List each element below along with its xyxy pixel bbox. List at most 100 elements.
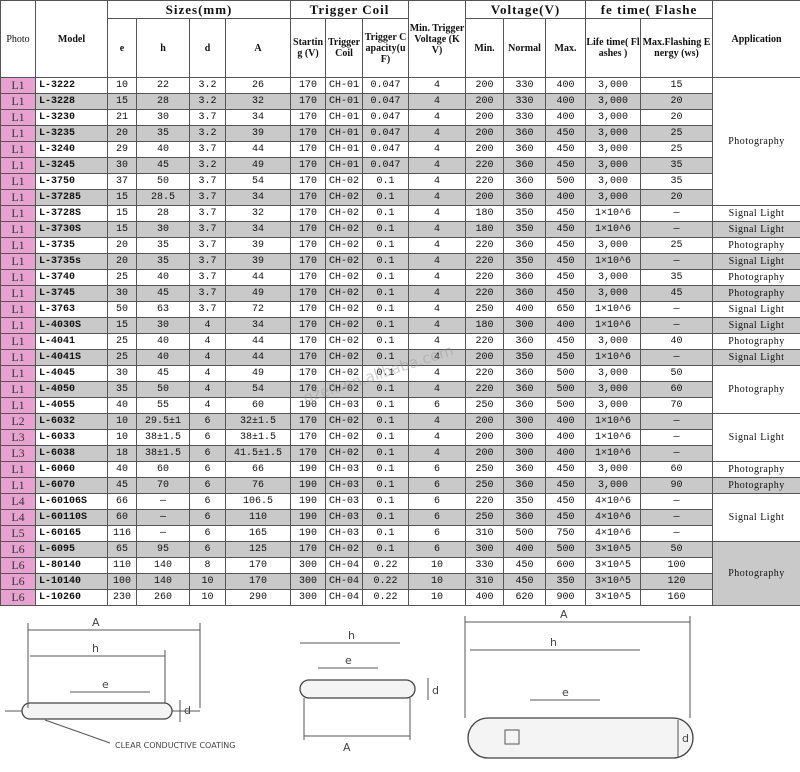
model-cell: L-10260: [35, 589, 108, 606]
dim-label: h: [92, 642, 99, 655]
cell: 6: [189, 429, 226, 446]
cell: 4×10^6: [585, 509, 642, 526]
table-row: L1 L-3240 29 40 3.7 44 170 CH-01 0.047 4 200 360 450…: [0, 141, 800, 158]
cell: 4: [408, 413, 467, 430]
cell: 250: [465, 397, 505, 414]
cell: 40: [107, 461, 137, 478]
dim-label: A: [560, 608, 568, 621]
cell: 450: [545, 253, 587, 270]
cell: 220: [465, 285, 505, 302]
header-cell: Application: [712, 0, 800, 78]
cell: CH-03: [325, 397, 364, 414]
cell: 0.1: [362, 301, 410, 318]
cell: 0.1: [362, 429, 410, 446]
cell: 500: [545, 381, 587, 398]
model-cell: L-10140: [35, 573, 108, 590]
cell: 15: [107, 189, 137, 206]
cell: 6: [189, 525, 226, 542]
table-row: L1 L-3730S 15 30 3.7 34 170 CH-02 0.1 4 180 350 450 1…: [0, 221, 800, 238]
cell: 3.7: [189, 285, 226, 302]
cell: 4: [189, 349, 226, 366]
cell: 40: [136, 269, 190, 286]
cell: 50: [640, 365, 714, 382]
cell: 3,000: [585, 285, 642, 302]
cell: 116: [107, 525, 137, 542]
cell: 330: [465, 557, 505, 574]
cell: 200: [465, 413, 505, 430]
cell: —: [640, 205, 714, 222]
cell: 6: [408, 477, 467, 494]
cell: 3.7: [189, 189, 226, 206]
cell: 170: [224, 573, 292, 590]
table-row: L1 L-4041S 25 40 4 44 170 CH-02 0.1 4 200 350 450 1×1…: [0, 349, 800, 366]
cell: 3,000: [585, 397, 642, 414]
cell: 4×10^6: [585, 525, 642, 542]
cell: 0.1: [362, 333, 410, 350]
cell: 200: [465, 189, 505, 206]
cell: CH-02: [325, 221, 364, 238]
model-cell: L-3735: [35, 237, 108, 254]
cell: 170: [290, 221, 327, 238]
model-cell: L-3245: [35, 157, 108, 174]
cell: 3,000: [585, 477, 642, 494]
cell: 170: [224, 557, 292, 574]
cell: 500: [545, 365, 587, 382]
cell: —: [640, 525, 714, 542]
cell: 4×10^6: [585, 493, 642, 510]
cell: 170: [290, 269, 327, 286]
cell: 30: [107, 157, 137, 174]
cell: 55: [136, 397, 190, 414]
cell: 500: [503, 525, 547, 542]
cell: 41.5±1.5: [224, 445, 292, 462]
cell: 60: [640, 381, 714, 398]
cell: 170: [290, 317, 327, 334]
cell: 4: [408, 381, 467, 398]
cell: 25: [107, 333, 137, 350]
table-row: L1 L-3235 20 35 3.2 39 170 CH-01 0.047 4 200 360 450…: [0, 125, 800, 142]
cell: 350: [503, 221, 547, 238]
cell: 3.7: [189, 237, 226, 254]
cell: 0.047: [362, 141, 410, 158]
table-row: L1 L-4050 35 50 4 54 170 CH-02 0.1 4 220 360 500 3,00…: [0, 381, 800, 398]
cell: 26: [224, 77, 292, 94]
cell: 72: [224, 301, 292, 318]
dim-label: d: [432, 684, 439, 697]
cell: 40: [136, 349, 190, 366]
photo-cell: L1: [0, 125, 36, 142]
cell: CH-02: [325, 205, 364, 222]
cell: 450: [503, 573, 547, 590]
cell: 39: [224, 125, 292, 142]
model-cell: L-6095: [35, 541, 108, 558]
model-cell: L-60106S: [35, 493, 108, 510]
cell: 3,000: [585, 93, 642, 110]
cell: 180: [465, 205, 505, 222]
cell: 45: [107, 477, 137, 494]
cell: 300: [290, 589, 327, 606]
photo-cell: L1: [0, 205, 36, 222]
cell: 30: [136, 221, 190, 238]
cell: 45: [136, 157, 190, 174]
cell: 110: [224, 509, 292, 526]
photo-cell: L1: [0, 461, 36, 478]
cell: 6: [189, 445, 226, 462]
cell: 4: [408, 445, 467, 462]
photo-cell: L3: [0, 445, 36, 462]
cell: 34: [224, 109, 292, 126]
cell: 50: [136, 381, 190, 398]
dim-label: h: [348, 629, 355, 642]
cell: 170: [290, 365, 327, 382]
cell: 300: [503, 429, 547, 446]
cell: 400: [503, 301, 547, 318]
table-row: L3 L-6033 10 38±1.5 6 38±1.5 170 CH-02 0.1 4 200 30…: [0, 429, 800, 446]
photo-cell: L1: [0, 301, 36, 318]
cell: 0.1: [362, 189, 410, 206]
cell: CH-04: [325, 557, 364, 574]
cell: 360: [503, 269, 547, 286]
cell: 0.22: [362, 557, 410, 574]
cell: CH-02: [325, 445, 364, 462]
cell: 170: [290, 237, 327, 254]
photo-cell: L2: [0, 413, 36, 430]
cell: 10: [408, 573, 467, 590]
photo-cell: L1: [0, 365, 36, 382]
cell: 190: [290, 461, 327, 478]
